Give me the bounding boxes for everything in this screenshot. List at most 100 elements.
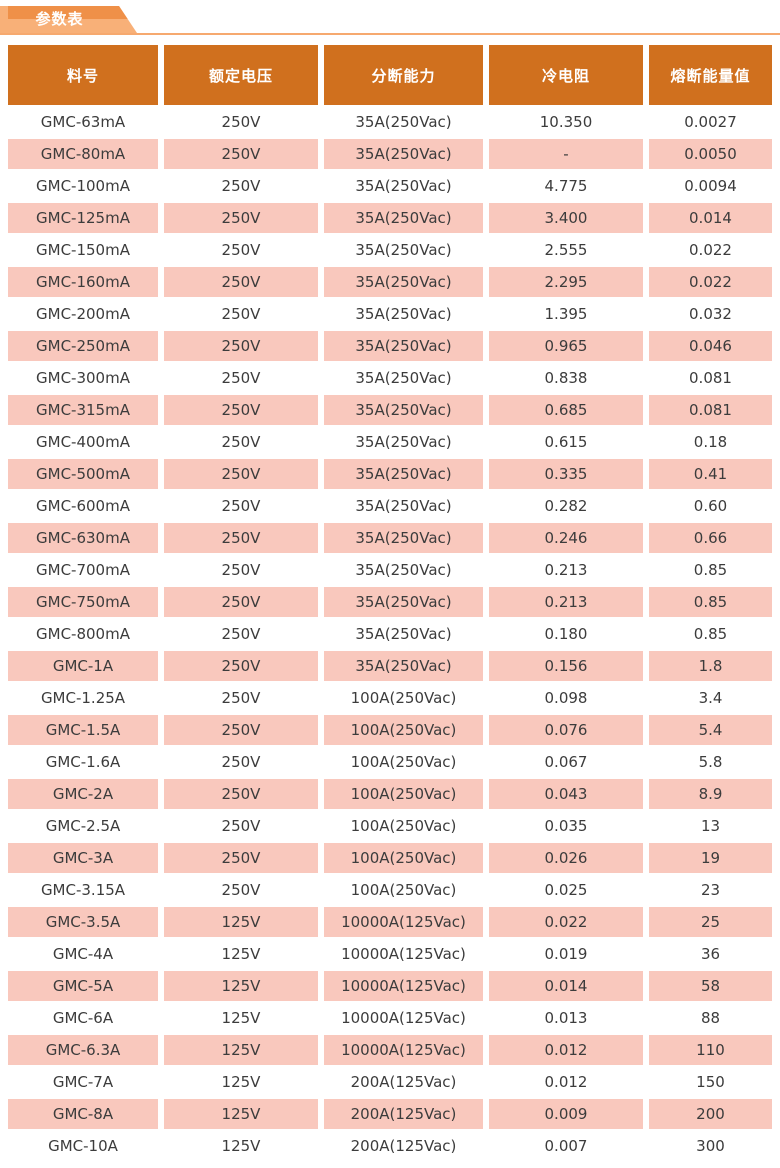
- table-cell: 0.213: [489, 555, 643, 585]
- table-cell: 0.098: [489, 683, 643, 713]
- table-cell: 35A(250Vac): [324, 267, 483, 297]
- table-cell: 0.026: [489, 843, 643, 873]
- table-cell: 250V: [164, 363, 318, 393]
- table-row: GMC-250mA 250V 35A(250Vac) 0.965 0.046: [8, 331, 772, 361]
- table-cell: 0.007: [489, 1131, 643, 1161]
- table-cell: 250V: [164, 107, 318, 137]
- table-cell: 0.081: [649, 395, 772, 425]
- table-cell: 0.282: [489, 491, 643, 521]
- parameter-table: 料号 额定电压 分断能力 冷电阻 熔断能量值 GMC-63mA 250V 35A(250Va…: [2, 43, 778, 1163]
- table-row: GMC-6A 125V 10000A(125Vac) 0.013 88: [8, 1003, 772, 1033]
- table-row: GMC-700mA 250V 35A(250Vac) 0.213 0.85: [8, 555, 772, 585]
- table-cell: GMC-3.15A: [8, 875, 158, 905]
- table-cell: 250V: [164, 619, 318, 649]
- table-row: GMC-80mA 250V 35A(250Vac) -0.0050: [8, 139, 772, 169]
- table-cell: 0.046: [649, 331, 772, 361]
- table-cell: 0.022: [489, 907, 643, 937]
- table-row: GMC-300mA 250V 35A(250Vac) 0.838 0.081: [8, 363, 772, 393]
- table-cell: 250V: [164, 843, 318, 873]
- table-cell: 200: [649, 1099, 772, 1129]
- table-cell: 250V: [164, 171, 318, 201]
- table-cell: 0.60: [649, 491, 772, 521]
- table-cell: 0.246: [489, 523, 643, 553]
- table-cell: GMC-500mA: [8, 459, 158, 489]
- table-cell: 35A(250Vac): [324, 171, 483, 201]
- table-row: GMC-2.5A 250V 100A(250Vac) 0.035 13: [8, 811, 772, 841]
- table-cell: GMC-7A: [8, 1067, 158, 1097]
- table-cell: 0.66: [649, 523, 772, 553]
- table-cell: 125V: [164, 1067, 318, 1097]
- table-cell: 19: [649, 843, 772, 873]
- table-cell: 5.8: [649, 747, 772, 777]
- table-cell: GMC-1.25A: [8, 683, 158, 713]
- table-cell: GMC-10A: [8, 1131, 158, 1161]
- table-cell: 100A(250Vac): [324, 843, 483, 873]
- table-cell: GMC-63mA: [8, 107, 158, 137]
- table-cell: 0.022: [649, 267, 772, 297]
- table-cell: GMC-6.3A: [8, 1035, 158, 1065]
- table-cell: GMC-6A: [8, 1003, 158, 1033]
- table-cell: 0.335: [489, 459, 643, 489]
- table-row: GMC-100mA 250V 35A(250Vac) 4.775 0.0094: [8, 171, 772, 201]
- table-cell: 35A(250Vac): [324, 587, 483, 617]
- table-cell: 200A(125Vac): [324, 1099, 483, 1129]
- table-cell: 0.012: [489, 1067, 643, 1097]
- table-cell: GMC-300mA: [8, 363, 158, 393]
- table-cell: 250V: [164, 651, 318, 681]
- table-cell: 10000A(125Vac): [324, 939, 483, 969]
- table-cell: 250V: [164, 331, 318, 361]
- table-cell: 10000A(125Vac): [324, 1035, 483, 1065]
- table-cell: 100A(250Vac): [324, 811, 483, 841]
- column-header: 分断能力: [324, 45, 483, 105]
- table-cell: GMC-8A: [8, 1099, 158, 1129]
- parameter-table-body: GMC-63mA 250V 35A(250Vac) 10.350 0.0027 GMC-8…: [8, 107, 772, 1161]
- table-cell: 0.156: [489, 651, 643, 681]
- table-cell: 35A(250Vac): [324, 363, 483, 393]
- table-row: GMC-150mA 250V 35A(250Vac) 2.555 0.022: [8, 235, 772, 265]
- table-cell: 0.615: [489, 427, 643, 457]
- table-cell: 58: [649, 971, 772, 1001]
- table-cell: 35A(250Vac): [324, 299, 483, 329]
- table-cell: 4.775: [489, 171, 643, 201]
- table-cell: 250V: [164, 395, 318, 425]
- table-row: GMC-500mA 250V 35A(250Vac) 0.335 0.41: [8, 459, 772, 489]
- table-cell: 250V: [164, 459, 318, 489]
- table-cell: 250V: [164, 139, 318, 169]
- table-cell: 0.035: [489, 811, 643, 841]
- table-cell: GMC-600mA: [8, 491, 158, 521]
- table-cell: 250V: [164, 875, 318, 905]
- table-row: GMC-1.25A 250V 100A(250Vac) 0.098 3.4: [8, 683, 772, 713]
- tab-underline: [0, 33, 780, 35]
- table-cell: 0.025: [489, 875, 643, 905]
- table-row: GMC-4A 125V 10000A(125Vac) 0.019 36: [8, 939, 772, 969]
- table-row: GMC-1.6A 250V 100A(250Vac) 0.067 5.8: [8, 747, 772, 777]
- table-cell: 250V: [164, 811, 318, 841]
- table-row: GMC-3.15A 250V 100A(250Vac) 0.025 23: [8, 875, 772, 905]
- table-row: GMC-3.5A 125V 10000A(125Vac) 0.022 25: [8, 907, 772, 937]
- table-cell: 0.965: [489, 331, 643, 361]
- table-cell: 250V: [164, 235, 318, 265]
- table-row: GMC-6.3A 125V 10000A(125Vac) 0.012 110: [8, 1035, 772, 1065]
- table-cell: 35A(250Vac): [324, 203, 483, 233]
- table-cell: GMC-1.6A: [8, 747, 158, 777]
- table-cell: 35A(250Vac): [324, 555, 483, 585]
- table-cell: 35A(250Vac): [324, 395, 483, 425]
- table-cell: 250V: [164, 523, 318, 553]
- table-cell: 10000A(125Vac): [324, 1003, 483, 1033]
- table-row: GMC-800mA 250V 35A(250Vac) 0.180 0.85: [8, 619, 772, 649]
- table-cell: 35A(250Vac): [324, 651, 483, 681]
- table-cell: 0.685: [489, 395, 643, 425]
- table-cell: 100A(250Vac): [324, 779, 483, 809]
- tab-parameter-table: 参数表: [0, 6, 137, 33]
- table-cell: 300: [649, 1131, 772, 1161]
- table-cell: GMC-315mA: [8, 395, 158, 425]
- table-cell: GMC-150mA: [8, 235, 158, 265]
- table-cell: 250V: [164, 299, 318, 329]
- table-cell: 250V: [164, 587, 318, 617]
- table-row: GMC-600mA 250V 35A(250Vac) 0.282 0.60: [8, 491, 772, 521]
- table-cell: 8.9: [649, 779, 772, 809]
- table-cell: 125V: [164, 971, 318, 1001]
- table-cell: 35A(250Vac): [324, 619, 483, 649]
- section-tab-bar: 参数表: [0, 0, 780, 35]
- table-cell: 1.395: [489, 299, 643, 329]
